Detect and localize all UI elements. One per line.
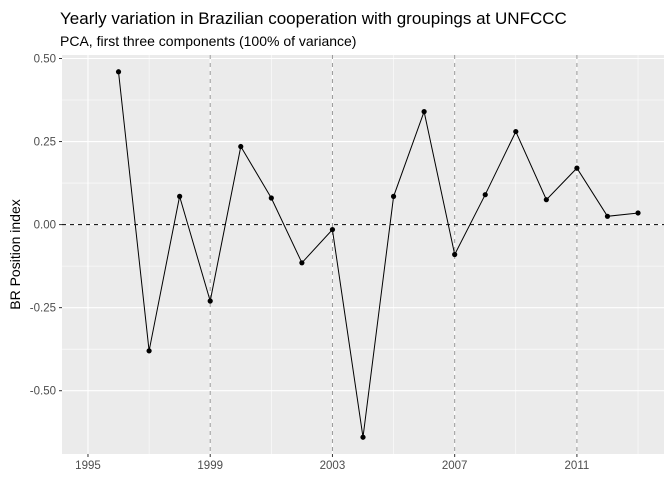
data-point (360, 434, 366, 440)
plot-panel (62, 55, 664, 454)
x-tick-label: 1999 (197, 460, 223, 472)
reference-lines (62, 55, 664, 454)
series-line (118, 71, 639, 438)
data-point (177, 193, 183, 199)
data-point (329, 226, 336, 233)
data-points (115, 69, 641, 440)
y-tick-label: 0.00 (34, 220, 56, 232)
y-tick-label: -0.25 (30, 303, 56, 315)
y-tick-label: 0.50 (34, 53, 56, 65)
x-tick-label: 2003 (320, 460, 346, 472)
data-point (238, 143, 244, 150)
minor-gridlines (62, 55, 664, 454)
data-point (604, 213, 611, 219)
x-tick-label: 2011 (565, 460, 590, 472)
x-tick-label: 2007 (442, 460, 468, 472)
data-point (390, 193, 397, 199)
data-point (207, 298, 213, 304)
data-point (635, 210, 641, 216)
data-point (299, 260, 305, 266)
x-axis: 1995 1999 2003 2007 2011 (75, 454, 589, 472)
data-point (513, 128, 519, 135)
y-axis-title: BR Position index (7, 199, 23, 310)
y-tick-label: -0.50 (30, 386, 56, 398)
chart-subtitle: PCA, first three components (100% of var… (60, 33, 356, 49)
x-tick-label: 1995 (75, 460, 101, 472)
data-point (146, 348, 152, 354)
data-point (268, 195, 274, 201)
data-point (421, 109, 427, 115)
y-axis: 0.50 0.25 0.00 -0.25 -0.50 (30, 53, 62, 398)
y-tick-label: 0.25 (34, 137, 56, 149)
data-point (482, 192, 488, 198)
data-point (115, 69, 122, 75)
data-point (452, 251, 458, 258)
data-point (574, 165, 580, 171)
chart-title: Yearly variation in Brazilian cooperatio… (60, 9, 567, 28)
data-point (543, 197, 549, 203)
